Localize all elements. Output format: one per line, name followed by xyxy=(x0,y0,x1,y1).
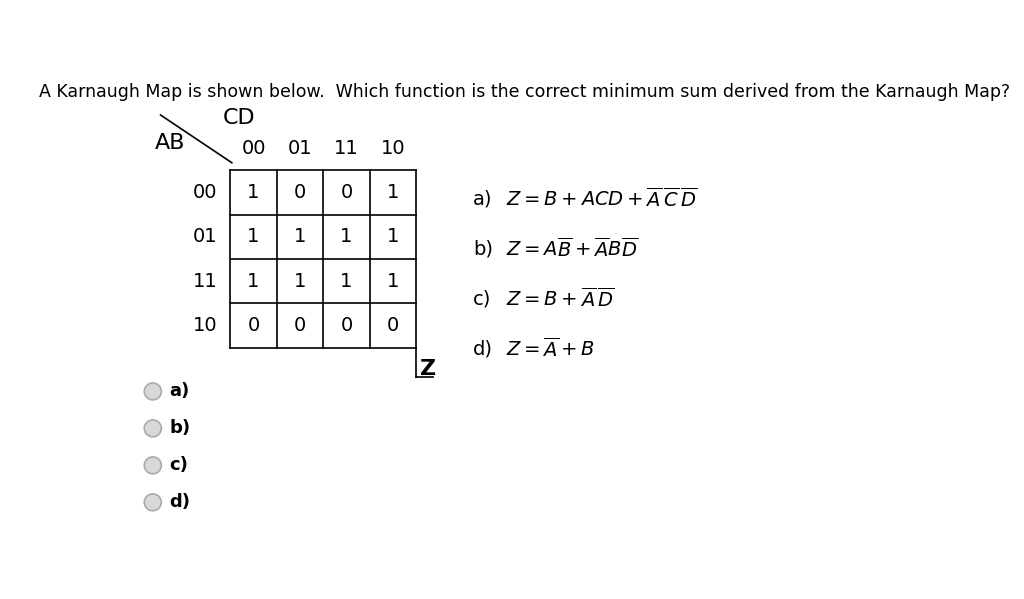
Text: 1: 1 xyxy=(340,228,352,246)
Text: c): c) xyxy=(169,456,188,474)
Text: a): a) xyxy=(473,189,493,208)
Text: b): b) xyxy=(169,419,190,437)
Text: AB: AB xyxy=(155,133,185,153)
Text: 1: 1 xyxy=(387,183,399,202)
Text: 0: 0 xyxy=(340,316,352,335)
Text: 01: 01 xyxy=(288,140,312,158)
Text: $Z = \overline{A} + B$: $Z = \overline{A} + B$ xyxy=(506,337,595,361)
Circle shape xyxy=(144,494,162,511)
Text: d): d) xyxy=(473,340,493,359)
Circle shape xyxy=(144,457,162,474)
Text: 1: 1 xyxy=(294,271,306,291)
Circle shape xyxy=(144,420,162,437)
Text: c): c) xyxy=(473,289,492,308)
Text: 11: 11 xyxy=(194,271,218,291)
Text: 1: 1 xyxy=(248,228,260,246)
Text: 0: 0 xyxy=(387,316,399,335)
Text: 0: 0 xyxy=(340,183,352,202)
Text: 1: 1 xyxy=(340,271,352,291)
Circle shape xyxy=(144,383,162,400)
Text: $Z = A\overline{B} + \overline{A}B\overline{D}$: $Z = A\overline{B} + \overline{A}B\overl… xyxy=(506,237,638,261)
Text: Z: Z xyxy=(420,359,436,379)
Text: 0: 0 xyxy=(294,316,306,335)
Text: 01: 01 xyxy=(194,228,218,246)
Text: 00: 00 xyxy=(194,183,218,202)
Text: $Z = B + \overline{A}\,\overline{D}$: $Z = B + \overline{A}\,\overline{D}$ xyxy=(506,288,614,311)
Text: $Z = B + ACD + \overline{A}\,\overline{C}\,\overline{D}$: $Z = B + ACD + \overline{A}\,\overline{C… xyxy=(506,187,697,211)
Text: 1: 1 xyxy=(248,183,260,202)
Text: 1: 1 xyxy=(387,271,399,291)
Text: 10: 10 xyxy=(381,140,406,158)
Text: 0: 0 xyxy=(294,183,306,202)
Text: b): b) xyxy=(473,240,493,259)
Text: 1: 1 xyxy=(294,228,306,246)
Text: 1: 1 xyxy=(387,228,399,246)
Text: 1: 1 xyxy=(248,271,260,291)
Text: 11: 11 xyxy=(334,140,359,158)
Text: d): d) xyxy=(169,494,190,512)
Text: a): a) xyxy=(169,382,189,400)
Text: 0: 0 xyxy=(248,316,260,335)
Text: CD: CD xyxy=(222,108,255,128)
Text: 10: 10 xyxy=(194,316,218,335)
Text: A Karnaugh Map is shown below.  Which function is the correct minimum sum derive: A Karnaugh Map is shown below. Which fun… xyxy=(39,83,1011,101)
Text: 00: 00 xyxy=(242,140,266,158)
